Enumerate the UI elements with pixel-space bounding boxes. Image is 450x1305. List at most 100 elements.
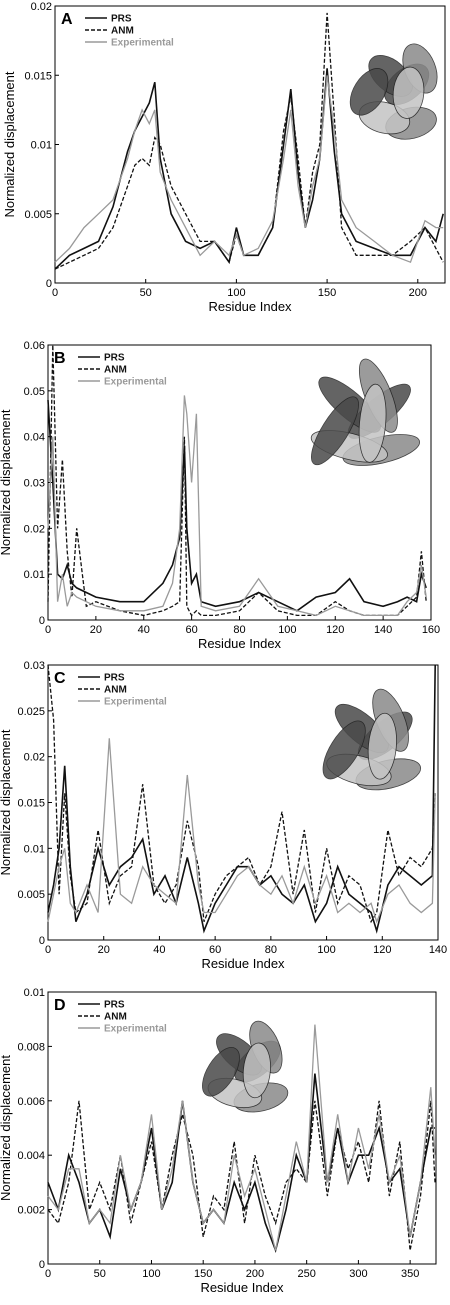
- x-tick-label: 50: [94, 1268, 106, 1280]
- x-tick-label: 0: [45, 1268, 51, 1280]
- helix-shape: [322, 720, 366, 780]
- y-tick-label: 0.01: [24, 569, 45, 581]
- y-tick-label: 0.006: [17, 1096, 45, 1108]
- protein-structure-image: [322, 688, 422, 791]
- panel-letter: B: [54, 350, 66, 367]
- helix-shape: [202, 1047, 240, 1097]
- y-tick-label: 0.02: [24, 523, 45, 535]
- x-tick-label: 120: [326, 624, 344, 636]
- x-tick-label: 60: [209, 944, 221, 956]
- x-tick-label: 100: [317, 944, 335, 956]
- x-tick-label: 100: [142, 1268, 160, 1280]
- series-line-prs: [47, 1073, 435, 1254]
- y-tick-label: 0.03: [24, 660, 45, 672]
- protein-structure-image: [202, 1020, 289, 1113]
- y-axis-label: Normalized displacement: [0, 729, 13, 875]
- y-tick-label: 0.008: [17, 1041, 45, 1053]
- helix-shape: [242, 1042, 271, 1099]
- x-tick-label: 150: [318, 287, 336, 299]
- y-tick-label: 0.01: [24, 987, 45, 999]
- legend-label-anm: ANM: [104, 685, 127, 696]
- helix-shape: [311, 396, 359, 466]
- series-line-experimental: [47, 1024, 436, 1251]
- x-axis-label: Residue Index: [198, 636, 282, 651]
- y-axis-label: Normalized displacement: [2, 71, 17, 217]
- series-line-anm: [47, 1100, 436, 1251]
- legend-label-prs: PRS: [104, 353, 125, 364]
- series-line-experimental: [54, 75, 444, 264]
- x-tick-label: 40: [138, 624, 150, 636]
- x-axis-label: Residue Index: [200, 1280, 284, 1295]
- panel-letter: C: [54, 670, 66, 687]
- x-tick-label: 40: [153, 944, 165, 956]
- series-line-prs: [47, 664, 436, 934]
- x-tick-label: 50: [140, 287, 152, 299]
- series-line-anm: [54, 12, 444, 270]
- y-tick-label: 0.005: [24, 209, 52, 221]
- series-line-prs: [54, 68, 444, 270]
- x-tick-label: 250: [297, 1268, 315, 1280]
- y-axis-label: Normalized displacement: [0, 409, 13, 555]
- legend-label-anm: ANM: [104, 365, 127, 376]
- y-tick-label: 0.06: [24, 340, 45, 352]
- x-tick-label: 20: [90, 624, 102, 636]
- legend-label-prs: PRS: [111, 14, 132, 25]
- x-tick-label: 100: [227, 287, 245, 299]
- y-tick-label: 0.015: [24, 70, 52, 82]
- x-tick-label: 150: [194, 1268, 212, 1280]
- series-line-prs: [47, 399, 427, 612]
- x-tick-label: 80: [233, 624, 245, 636]
- legend-label-experimental: Experimental: [104, 697, 167, 708]
- x-tick-label: 80: [265, 944, 277, 956]
- x-tick-label: 0: [45, 944, 51, 956]
- x-axis-label: Residue Index: [201, 956, 285, 971]
- y-tick-label: 0: [39, 615, 45, 627]
- y-tick-label: 0: [39, 935, 45, 947]
- x-axis-label: Residue Index: [208, 299, 292, 314]
- x-tick-label: 140: [429, 944, 447, 956]
- legend-label-experimental: Experimental: [104, 377, 167, 388]
- panel-letter: A: [61, 11, 73, 28]
- x-tick-label: 200: [246, 1268, 264, 1280]
- x-tick-label: 120: [373, 944, 391, 956]
- y-tick-label: 0.01: [31, 140, 52, 152]
- panel-d: 0 50 100 150 200 250 300 350 0 0.002 0.004 0.006 0.0…: [0, 987, 437, 1295]
- panel-a: 0 50 100 150 200 0 0.005 0.01 0.015 0.02 Residue I…: [2, 1, 446, 314]
- x-tick-label: 200: [409, 287, 427, 299]
- helix-shape: [392, 66, 425, 119]
- y-tick-label: 0: [39, 1259, 45, 1271]
- helix-shape: [358, 383, 387, 463]
- legend-label-anm: ANM: [111, 26, 134, 37]
- legend-label-experimental: Experimental: [104, 1024, 167, 1035]
- series-line-experimental: [47, 395, 427, 617]
- y-tick-label: 0.004: [17, 1150, 45, 1162]
- helix-shape: [367, 712, 397, 780]
- legend-label-experimental: Experimental: [111, 38, 174, 49]
- x-tick-label: 0: [52, 287, 58, 299]
- x-tick-label: 100: [278, 624, 296, 636]
- y-axis-label: Normalized displacement: [0, 1055, 13, 1201]
- panel-letter: D: [54, 997, 66, 1014]
- legend-label-anm: ANM: [104, 1012, 127, 1023]
- panel-c: 0 20 40 60 80 100 120 140 0 0.005 0.01 0.015 0.02 0.0…: [0, 660, 447, 971]
- plot-frame: [47, 991, 437, 1265]
- y-tick-label: 0.005: [17, 889, 45, 901]
- x-tick-label: 300: [349, 1268, 367, 1280]
- y-tick-label: 0.05: [24, 386, 45, 398]
- y-tick-label: 0.025: [17, 706, 45, 718]
- series-line-experimental: [47, 738, 436, 924]
- y-tick-label: 0.02: [24, 752, 45, 764]
- x-tick-label: 20: [98, 944, 110, 956]
- helix-shape: [349, 68, 389, 116]
- y-tick-label: 0.03: [24, 478, 45, 490]
- legend-label-prs: PRS: [104, 1000, 125, 1011]
- y-tick-label: 0.04: [24, 432, 45, 444]
- y-tick-label: 0: [46, 278, 52, 290]
- x-tick-label: 60: [186, 624, 198, 636]
- y-tick-label: 0.015: [17, 798, 45, 810]
